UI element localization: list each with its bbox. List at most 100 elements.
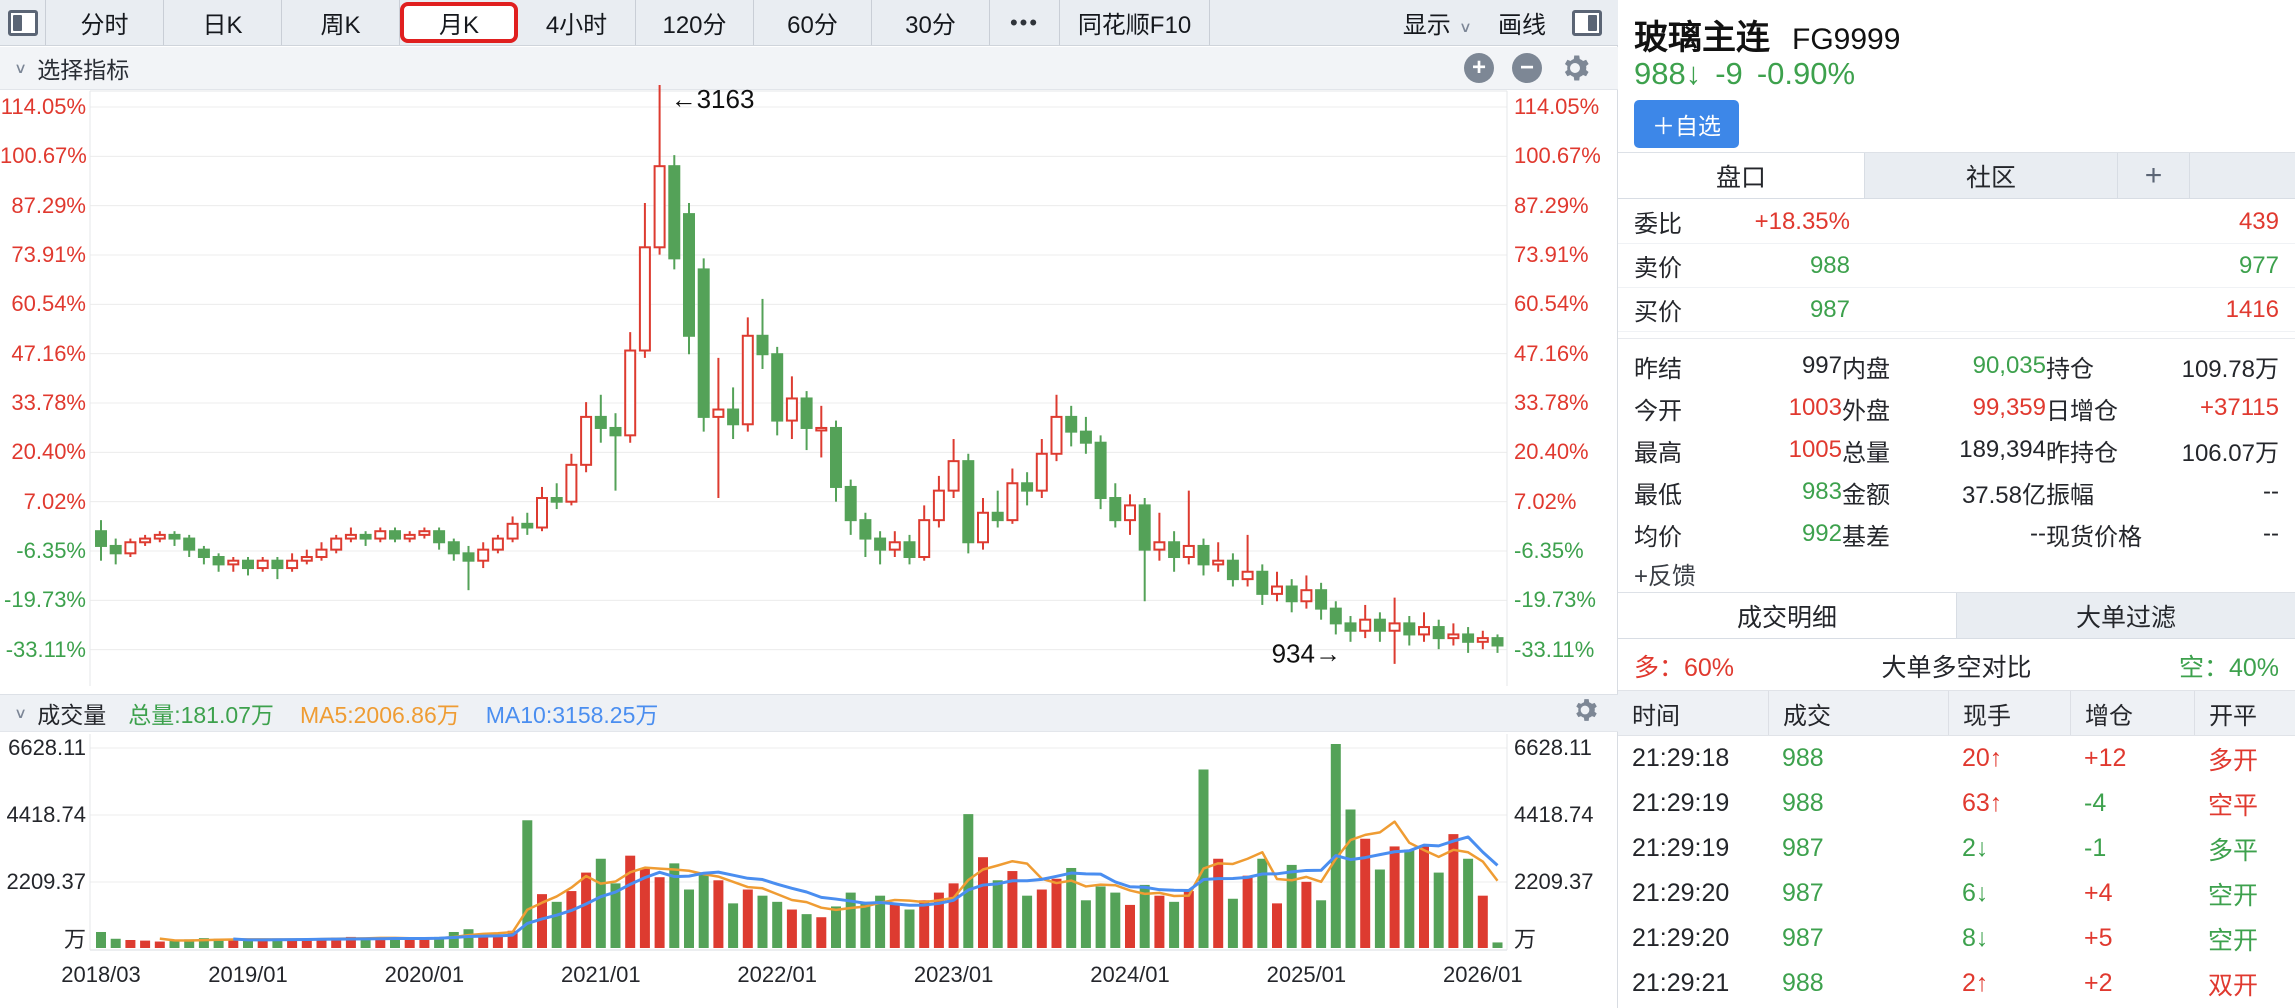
- add-watchlist-button[interactable]: ＋自选: [1634, 100, 1739, 148]
- toolbar-tab-120分[interactable]: 120分: [636, 0, 754, 45]
- stat-cell: 金额 37.58亿: [1842, 475, 2046, 510]
- stat-label: 均价: [1634, 523, 1682, 551]
- table-row[interactable]: 21:29:21 988 2↑ +2 双开: [1618, 961, 2295, 1006]
- chevron-down-icon: ∨: [1458, 19, 1472, 36]
- stat-label: 持仓: [2046, 355, 2094, 383]
- volume-title[interactable]: 成交量: [37, 702, 107, 728]
- volume-axis-label-right: 6628.11: [1514, 735, 1592, 760]
- select-indicator-label[interactable]: 选择指标: [37, 57, 130, 83]
- detail-tab-大单过滤[interactable]: 大单过滤: [2075, 603, 2176, 632]
- price-change: -9: [1715, 56, 1743, 91]
- cell-price: 988: [1782, 969, 1824, 997]
- detail-tab-成交明细[interactable]: 成交明细: [1618, 593, 1957, 638]
- stats-row: 昨结 997 内盘 90,035 持仓 109.78万: [1618, 345, 2295, 387]
- bull-pct-label: 多：60%: [1634, 654, 1735, 682]
- cell-open-close-flag: 空开: [2208, 881, 2259, 910]
- stat-value: 109.78万: [2181, 355, 2279, 383]
- quote-row-label: 卖价: [1634, 255, 1682, 282]
- cell-volume: 2↑: [1962, 969, 1989, 997]
- stat-value: 1003: [1788, 394, 1842, 421]
- table-row[interactable]: 21:29:19 987 2↓ -1 多平: [1618, 826, 2295, 871]
- chart-side: 分时 日K 周K 月K 4小时 120分 60分 30分 ••• 同花顺F10 显示 ∨ 画线 ∨ …: [0, 0, 1618, 1008]
- stat-value: 99,359: [1972, 394, 2046, 421]
- table-header-增仓: 增仓: [2070, 691, 2194, 735]
- stat-cell: 持仓 109.78万: [2046, 349, 2279, 384]
- stat-value: +37115: [2200, 394, 2279, 421]
- table-row[interactable]: 21:29:18 988 20↑ +12 多开: [1618, 736, 2295, 781]
- cell-time: 21:29:19: [1632, 789, 1730, 817]
- stat-value: --: [2263, 478, 2279, 505]
- stat-cell: 最高 1005: [1634, 433, 1842, 468]
- toolbar-tab-4小时[interactable]: 4小时: [518, 0, 636, 45]
- toolbar-tab-周K[interactable]: 周K: [282, 0, 400, 45]
- price-axis-label-right: 114.05%: [1514, 94, 1600, 119]
- quote-row-side-value: 1416: [2225, 295, 2279, 323]
- price-change-pct: -0.90%: [1756, 56, 1856, 91]
- time-axis-label: 2018/03: [61, 962, 141, 987]
- chevron-down-icon: ∨: [14, 704, 28, 721]
- toolbar-tab-分时[interactable]: 分时: [46, 0, 164, 45]
- time-axis-label: 2025/01: [1266, 962, 1347, 987]
- chart-settings-gear-icon[interactable]: [1560, 53, 1590, 83]
- expand-right-panel-button[interactable]: [1572, 9, 1602, 36]
- stat-value: 1005: [1788, 436, 1842, 463]
- period-toolbar: 分时 日K 周K 月K 4小时 120分 60分 30分 ••• 同花顺F10 显示 ∨ 画线: [0, 0, 1618, 46]
- toolbar-tab-60分[interactable]: 60分: [754, 0, 872, 45]
- table-row[interactable]: 21:29:19 988 63↑ -4 空平: [1618, 781, 2295, 826]
- bear-pct-label: 空：40%: [2178, 654, 2279, 682]
- price-axis-label-left: 20.40%: [11, 439, 86, 465]
- quote-row-side-value: 439: [2238, 207, 2279, 235]
- stat-value: 90,035: [1972, 352, 2046, 379]
- stat-cell: 总量 189,394: [1842, 433, 2046, 468]
- cell-open-interest: -4: [2084, 789, 2107, 817]
- feedback-link[interactable]: +反馈: [1634, 563, 1697, 590]
- toolbar-tab-日K[interactable]: 日K: [164, 0, 282, 45]
- svg-text:934→: 934→: [1272, 639, 1341, 669]
- volume-settings-gear-icon[interactable]: [1572, 697, 1598, 723]
- time-axis-label: 2023/01: [913, 962, 994, 987]
- zoom-out-button[interactable]: −: [1512, 53, 1542, 83]
- stat-value: --: [2263, 520, 2279, 547]
- price-axis-label-right: 73.91%: [1514, 241, 1589, 267]
- quote-row: 卖价 988 977: [1618, 244, 2295, 288]
- zoom-in-button[interactable]: +: [1464, 53, 1494, 83]
- panel-tab-社区[interactable]: 社区: [1865, 153, 2118, 198]
- cell-time: 21:29:20: [1632, 924, 1730, 952]
- toolbar-tab-•••[interactable]: •••: [990, 0, 1060, 45]
- price-axis-label-left: 47.16%: [11, 340, 86, 366]
- stat-label: 现货价格: [2046, 523, 2142, 551]
- detail-tabs: 成交明细 大单过滤: [1618, 592, 2295, 639]
- last-price: 988↓: [1634, 56, 1702, 91]
- quote-rows: 委比 +18.35% 439 卖价 988 977 买价 987 1416: [1618, 200, 2295, 332]
- stat-label: 金额: [1842, 481, 1890, 509]
- cell-open-close-flag: 多开: [2208, 746, 2259, 775]
- volume-axis-label-left: 2209.37: [6, 869, 86, 894]
- collapse-left-panel-button[interactable]: [0, 0, 46, 45]
- quote-row: 委比 +18.35% 439: [1618, 200, 2295, 244]
- toolbar-tab-月K[interactable]: 月K: [400, 2, 518, 43]
- time-axis-label: 2026/01: [1443, 962, 1523, 987]
- table-row[interactable]: 21:29:20 987 8↓ +5 空开: [1618, 916, 2295, 961]
- toolbar-tab-同花顺F10[interactable]: 同花顺F10: [1060, 0, 1210, 45]
- stat-label: 总量: [1842, 439, 1890, 467]
- panel-tabs-filler: [2190, 153, 2295, 198]
- draw-line-button[interactable]: 画线: [1498, 12, 1546, 39]
- table-header-现手: 现手: [1948, 691, 2070, 735]
- add-panel-tab-button[interactable]: +: [2118, 153, 2190, 198]
- panel-tab-盘口[interactable]: 盘口: [1618, 153, 1865, 198]
- table-row[interactable]: 21:29:20 987 6↓ +4 空开: [1618, 871, 2295, 916]
- toolbar-tab-30分[interactable]: 30分: [872, 0, 990, 45]
- price-axis-label-right: 7.02%: [1514, 488, 1577, 514]
- display-menu[interactable]: 显示 ∨: [1402, 12, 1472, 39]
- cell-price: 988: [1782, 789, 1824, 817]
- stat-value: 997: [1801, 352, 1842, 379]
- stats-row: 最低 983 金额 37.58亿 振幅 --: [1618, 471, 2295, 513]
- price-axis-label-right: 87.29%: [1514, 192, 1589, 218]
- time-axis-label: 2021/01: [561, 962, 641, 987]
- volume-axis-label-right: 2209.37: [1514, 869, 1594, 894]
- cell-open-close-flag: 双开: [2208, 971, 2259, 1000]
- time-axis-label: 2022/01: [737, 962, 817, 987]
- stat-cell: 最低 983: [1634, 475, 1842, 510]
